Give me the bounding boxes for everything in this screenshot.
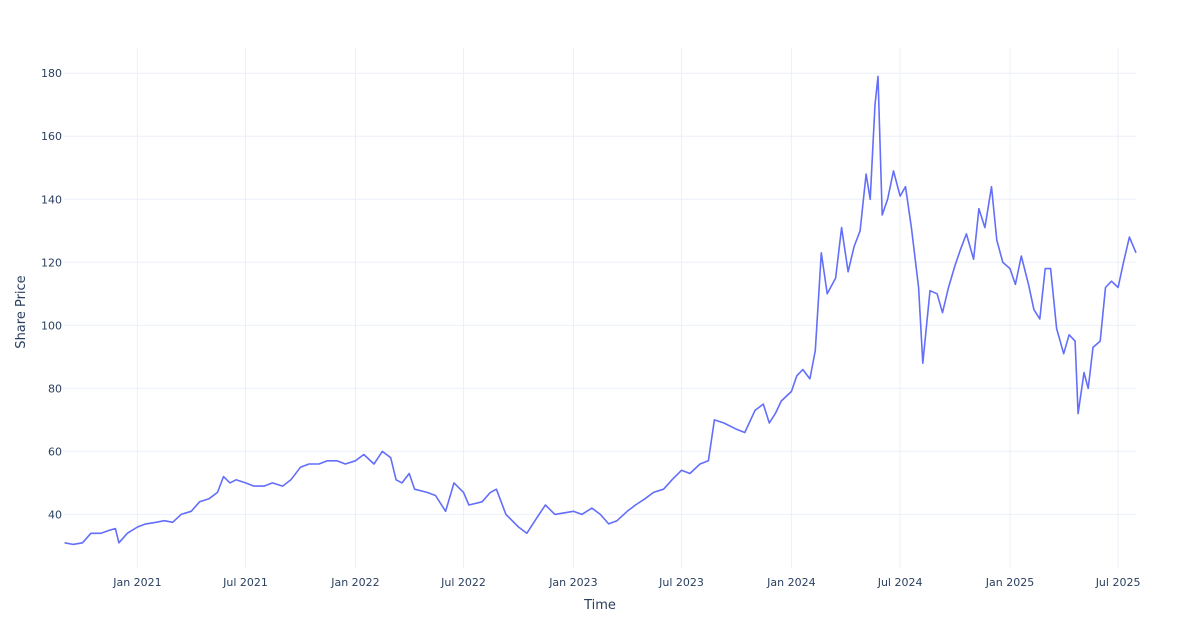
x-tick-label: Jan 2025 xyxy=(985,576,1034,589)
x-tick-label: Jul 2024 xyxy=(877,576,923,589)
x-tick-label: Jan 2024 xyxy=(766,576,815,589)
y-tick-label: 40 xyxy=(48,508,62,521)
y-tick-label: 180 xyxy=(41,67,62,80)
y-axis-title: Share Price xyxy=(14,275,29,348)
x-tick-label: Jul 2022 xyxy=(440,576,486,589)
y-tick-label: 160 xyxy=(41,130,62,143)
y-tick-label: 120 xyxy=(41,256,62,269)
x-axis-title: Time xyxy=(583,598,616,613)
y-tick-label: 140 xyxy=(41,193,62,206)
x-axis-ticks: Jan 2021 Jul 2021 Jan 2022 Jul 2022 Jan 2023… xyxy=(112,576,1140,589)
x-tick-label: Jul 2025 xyxy=(1095,576,1141,589)
gridlines xyxy=(64,48,1136,568)
series-line xyxy=(64,75,1137,546)
x-tick-label: Jan 2023 xyxy=(548,576,597,589)
series-layer xyxy=(64,75,1137,546)
y-tick-label: 100 xyxy=(41,319,62,332)
x-tick-label: Jan 2021 xyxy=(112,576,161,589)
x-tick-label: Jul 2021 xyxy=(222,576,268,589)
y-axis-ticks: 40 60 80 100 120 140 160 180 xyxy=(41,67,62,521)
x-tick-label: Jul 2023 xyxy=(658,576,704,589)
y-tick-label: 80 xyxy=(48,382,62,395)
x-tick-label: Jan 2022 xyxy=(330,576,379,589)
y-tick-label: 60 xyxy=(48,445,62,458)
